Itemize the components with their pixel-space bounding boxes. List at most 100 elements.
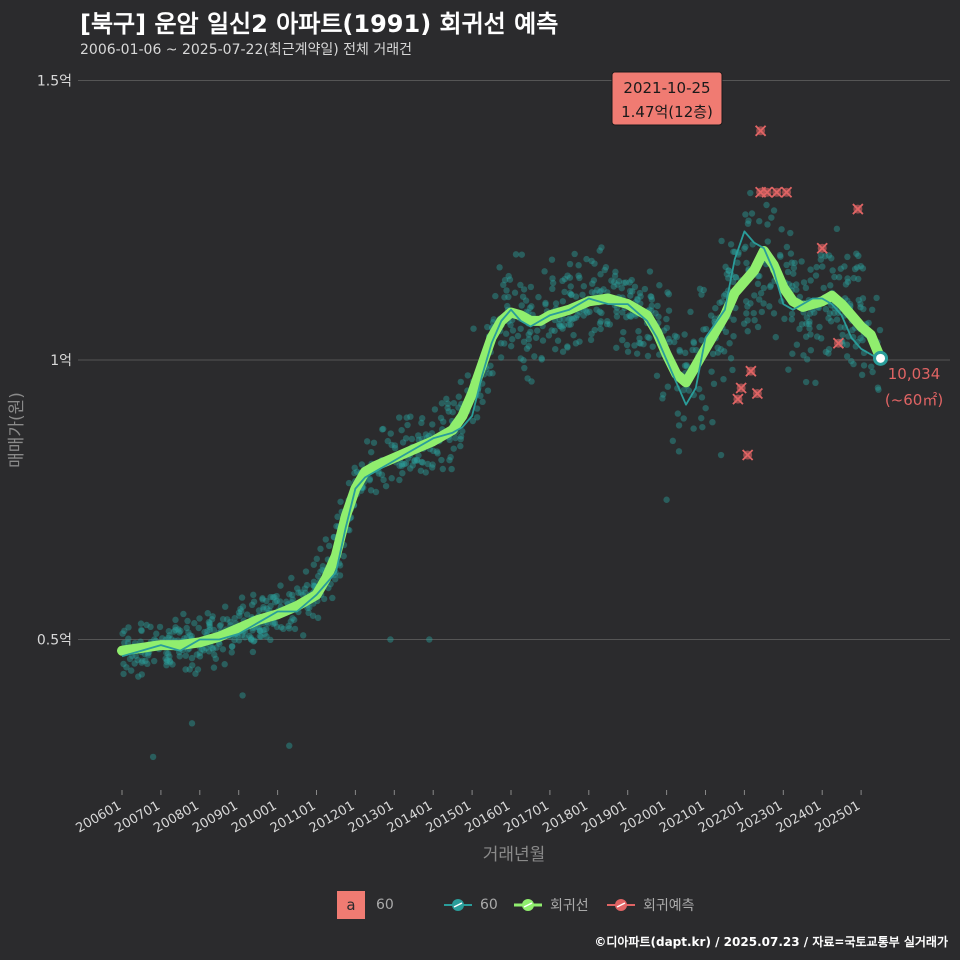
scatter-point bbox=[825, 252, 833, 259]
scatter-point bbox=[676, 348, 684, 355]
scatter-point bbox=[552, 300, 560, 307]
scatter-point bbox=[247, 634, 255, 641]
scatter-point bbox=[520, 286, 528, 293]
scatter-point bbox=[196, 653, 204, 660]
scatter-point bbox=[717, 346, 725, 353]
scatter-point bbox=[502, 330, 510, 337]
scatter-point bbox=[764, 238, 772, 245]
scatter-point bbox=[636, 339, 643, 347]
scatter-point bbox=[561, 288, 568, 296]
scatter-point bbox=[271, 619, 279, 627]
scatter-point bbox=[523, 345, 531, 352]
scatter-point bbox=[419, 415, 426, 422]
scatter-point bbox=[142, 657, 149, 665]
scatter-point bbox=[257, 627, 264, 634]
scatter-point bbox=[221, 661, 228, 668]
scatter-point bbox=[833, 225, 841, 233]
scatter-point bbox=[831, 273, 838, 281]
scatter-point bbox=[669, 437, 677, 445]
scatter-point bbox=[507, 321, 514, 329]
scatter-point bbox=[430, 447, 437, 455]
scatter-point bbox=[237, 605, 244, 613]
scatter-point bbox=[720, 375, 727, 383]
scatter-point bbox=[806, 318, 813, 325]
scatter-point bbox=[695, 385, 703, 393]
scatter-point bbox=[826, 310, 833, 317]
scatter-point bbox=[763, 201, 770, 209]
scatter-point bbox=[297, 589, 305, 596]
scatter-point bbox=[664, 289, 671, 296]
scatter-point bbox=[636, 289, 644, 297]
scatter-point bbox=[853, 264, 861, 271]
scatter-point bbox=[676, 346, 683, 354]
scatter-point bbox=[428, 430, 436, 437]
scatter-point bbox=[504, 302, 511, 310]
scatter-point bbox=[163, 658, 170, 666]
scatter-point bbox=[443, 395, 450, 403]
scatter-point bbox=[690, 339, 698, 347]
scatter-point bbox=[283, 598, 290, 605]
scatter-point bbox=[134, 656, 141, 664]
scatter-point bbox=[865, 319, 872, 327]
scatter-point bbox=[257, 633, 265, 640]
scatter-point bbox=[565, 316, 572, 323]
scatter-point bbox=[379, 426, 386, 433]
scatter-point bbox=[843, 341, 851, 348]
scatter-point bbox=[566, 260, 574, 268]
scatter-point bbox=[166, 657, 173, 665]
scatter-point bbox=[260, 606, 267, 613]
scatter-point bbox=[596, 288, 604, 296]
scatter-point bbox=[754, 280, 762, 288]
scatter-point bbox=[648, 296, 656, 303]
scatter-point bbox=[210, 626, 218, 634]
scatter-point bbox=[541, 268, 548, 275]
scatter-point bbox=[793, 286, 800, 293]
scatter-point bbox=[602, 264, 610, 271]
scatter-point bbox=[402, 435, 410, 442]
scatter-point bbox=[825, 314, 832, 322]
scatter-point bbox=[391, 442, 399, 449]
scatter-point bbox=[206, 619, 213, 627]
scatter-point bbox=[340, 552, 347, 560]
scatter-point bbox=[538, 354, 545, 362]
scatter-point bbox=[270, 620, 277, 628]
scatter-point bbox=[743, 259, 750, 267]
scatter-point bbox=[744, 328, 751, 335]
scatter-point bbox=[188, 654, 196, 662]
scatter-point bbox=[586, 308, 593, 316]
scatter-point bbox=[803, 314, 811, 321]
scatter-point bbox=[509, 336, 516, 343]
scatter-point bbox=[512, 251, 520, 258]
scatter-point bbox=[517, 355, 524, 362]
scatter-point bbox=[300, 632, 307, 639]
scatter-point bbox=[259, 595, 266, 602]
scatter-point bbox=[177, 627, 184, 635]
scatter-point bbox=[830, 309, 838, 317]
callout-value: 1.47억(12층) bbox=[621, 103, 713, 121]
scatter-point bbox=[305, 609, 312, 617]
scatter-point bbox=[250, 591, 257, 599]
scatter-point bbox=[206, 621, 213, 629]
scatter-point bbox=[497, 354, 505, 361]
scatter-point bbox=[714, 349, 722, 356]
scatter-point bbox=[237, 608, 245, 615]
scatter-point bbox=[698, 414, 705, 422]
scatter-point bbox=[700, 286, 707, 294]
scatter-point bbox=[222, 603, 229, 610]
scatter-point bbox=[548, 327, 555, 334]
scatter-point bbox=[414, 456, 421, 463]
scatter-point bbox=[843, 353, 851, 360]
scatter-point bbox=[260, 626, 267, 634]
scatter-point bbox=[793, 281, 800, 288]
scatter-point bbox=[520, 357, 527, 364]
scatter-point bbox=[449, 408, 456, 416]
scatter-point bbox=[559, 277, 566, 285]
scatter-point bbox=[718, 237, 725, 245]
scatter-point bbox=[239, 603, 247, 610]
scatter-point bbox=[375, 470, 382, 477]
scatter-point bbox=[450, 399, 458, 407]
scatter-point bbox=[248, 601, 256, 609]
scatter-point bbox=[620, 328, 627, 336]
scatter-point bbox=[813, 263, 820, 271]
scatter-point bbox=[210, 664, 218, 671]
